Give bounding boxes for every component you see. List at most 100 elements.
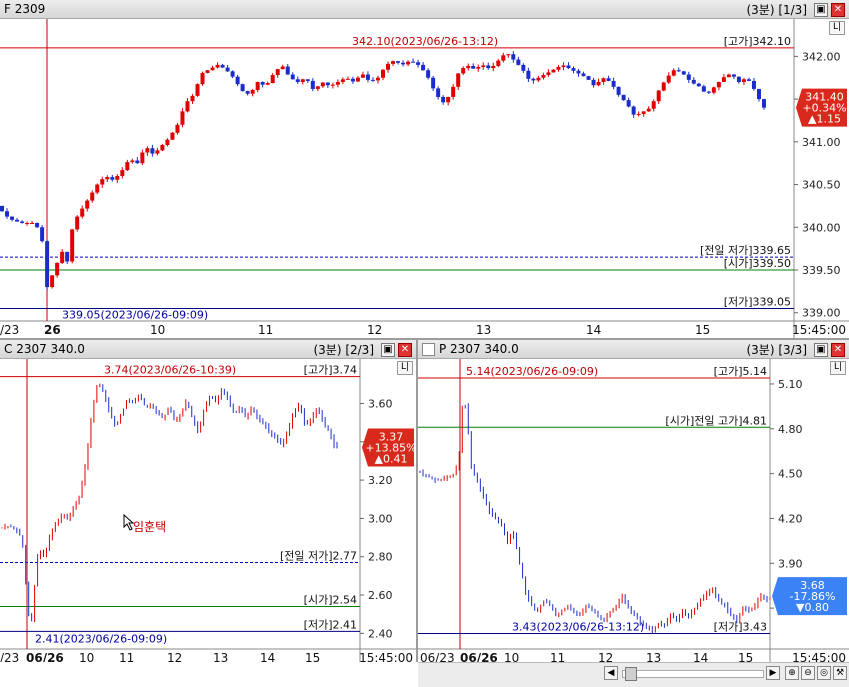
price-candle-body: [220, 64, 225, 68]
price-candle-body: [215, 64, 220, 68]
put-page-indicator: (3분) [3/3]: [746, 343, 807, 357]
scroll-track[interactable]: [622, 667, 764, 681]
price-candle-body: [406, 61, 411, 65]
x-tick-label: 10: [504, 651, 519, 662]
price-candle-body: [360, 74, 365, 78]
maximize-icon[interactable]: ▣: [814, 2, 828, 17]
price-candle-body: [681, 71, 686, 75]
maximize-icon[interactable]: ▣: [381, 342, 395, 357]
price-candle-body: [25, 223, 30, 224]
current-price-change: ▲1.15: [808, 113, 841, 126]
price-candle-body: [300, 79, 305, 82]
price-candle-body: [45, 241, 50, 288]
price-candle-body: [280, 66, 285, 70]
price-candle-body: [751, 80, 756, 89]
price-candle-body: [476, 67, 481, 69]
current-price-badge: [796, 88, 847, 127]
zoom-in-icon[interactable]: ⊕: [785, 666, 799, 680]
settings-wrench-icon[interactable]: ⚒: [833, 666, 847, 680]
price-candle-body: [290, 74, 295, 80]
current-price-percent: +0.34%: [802, 102, 846, 115]
price-candle-body: [15, 219, 20, 222]
x-tick-label: 11: [119, 651, 134, 662]
layout-toggle-icon[interactable]: L|: [829, 21, 845, 35]
price-candle-body: [270, 75, 275, 84]
price-candle-body: [285, 66, 290, 75]
reference-label-high: [고가]342.10: [724, 35, 791, 48]
price-candle-body: [756, 88, 761, 100]
zoom-out-icon[interactable]: ⊖: [801, 666, 815, 680]
price-candle-body: [636, 114, 641, 116]
price-candle-body: [401, 62, 406, 65]
put-bar-chart[interactable]: 5.104.804.504.203.903.60[고가]5.14[시가]전일 고…: [418, 359, 849, 662]
call-bar-chart[interactable]: 3.603.403.203.002.802.602.40[고가]3.74[전일 …: [0, 359, 416, 662]
futures-chart-panel: F 2309 (3분) [1/3] ▣ ✕ L| 342.00341.50341…: [0, 0, 849, 338]
price-candle-body: [701, 86, 706, 92]
price-candle-body: [305, 79, 310, 81]
x-tick-label: 06/26: [460, 651, 498, 662]
futures-candle-chart[interactable]: 342.00341.50341.00340.50340.00339.50339.…: [0, 19, 849, 338]
x-tick-label: 26: [44, 323, 61, 337]
price-candle-body: [70, 229, 75, 262]
vertical-splitter[interactable]: [416, 340, 418, 662]
close-icon[interactable]: ✕: [398, 342, 412, 357]
price-candle-body: [155, 150, 160, 154]
current-price-change: ▲0.41: [375, 453, 408, 466]
chart-scrollbar[interactable]: ◀ ▶ ⊕ ⊖ ◎ ⚒: [418, 662, 849, 687]
cursor-user-label: 임훈택: [133, 520, 166, 534]
price-candle-body: [491, 65, 496, 69]
price-candle-body: [536, 77, 541, 81]
y-tick-label: 2.80: [368, 551, 393, 564]
y-tick-label: 3.60: [368, 397, 393, 410]
price-candle-body: [30, 223, 35, 224]
price-candle-body: [481, 65, 486, 68]
current-price-value: 341.40: [805, 91, 844, 104]
price-candle-body: [365, 74, 370, 80]
price-candle-body: [110, 177, 115, 180]
x-tick-label: 11: [258, 323, 273, 337]
layout-toggle-icon[interactable]: L|: [397, 361, 413, 375]
price-candle-body: [761, 99, 766, 108]
price-candle-body: [255, 82, 260, 91]
price-candle-body: [330, 84, 335, 86]
price-candle-body: [426, 70, 431, 78]
x-tick-label: 12: [598, 651, 613, 662]
put-option-chart-panel: P 2307 340.0 (3분) [3/3] ▣ ✕ L| 5.10 4.80 4…: [418, 340, 849, 662]
futures-titlebar[interactable]: F 2309 (3분) [1/3] ▣ ✕: [0, 0, 849, 19]
price-candle-body: [0, 205, 4, 212]
price-candle-body: [526, 70, 531, 79]
compare-checkbox[interactable]: [422, 343, 435, 356]
x-tick-label: 13: [213, 651, 228, 662]
zoom-reset-icon[interactable]: ◎: [817, 666, 831, 680]
put-titlebar[interactable]: P 2307 340.0 (3분) [3/3] ▣ ✕: [418, 340, 849, 359]
price-candle-body: [616, 86, 621, 95]
x-tick-label: /23: [0, 323, 19, 337]
price-candle-body: [516, 59, 521, 65]
x-tick-label: 15: [695, 323, 710, 337]
horizontal-splitter[interactable]: [0, 338, 849, 340]
price-candle-body: [60, 251, 65, 263]
reference-label-low: [저가]2.41: [304, 618, 357, 631]
price-candle-body: [736, 76, 741, 82]
layout-toggle-icon[interactable]: L|: [830, 361, 846, 375]
price-candle-body: [571, 68, 576, 71]
price-candle-body: [716, 82, 721, 88]
current-price-percent: +13.85%: [365, 442, 416, 455]
futures-title: F 2309: [4, 2, 46, 16]
reference-label-low: [저가]339.05: [724, 295, 791, 308]
time-stamp-label: 15:45:00: [792, 651, 846, 662]
scroll-thumb[interactable]: [625, 667, 637, 681]
price-candle-body: [240, 84, 245, 92]
price-candle-body: [190, 95, 195, 102]
price-candle-body: [50, 275, 55, 288]
maximize-icon[interactable]: ▣: [814, 342, 828, 357]
scroll-right-icon[interactable]: ▶: [766, 666, 780, 680]
call-titlebar[interactable]: C 2307 340.0 (3분) [2/3] ▣ ✕: [0, 340, 416, 359]
close-icon[interactable]: ✕: [831, 342, 845, 357]
scroll-left-icon[interactable]: ◀: [604, 666, 618, 680]
price-candle-body: [641, 111, 646, 115]
x-tick-label: 11: [550, 651, 565, 662]
close-icon[interactable]: ✕: [831, 2, 845, 17]
price-candle-body: [315, 86, 320, 89]
price-candle-body: [120, 170, 125, 176]
